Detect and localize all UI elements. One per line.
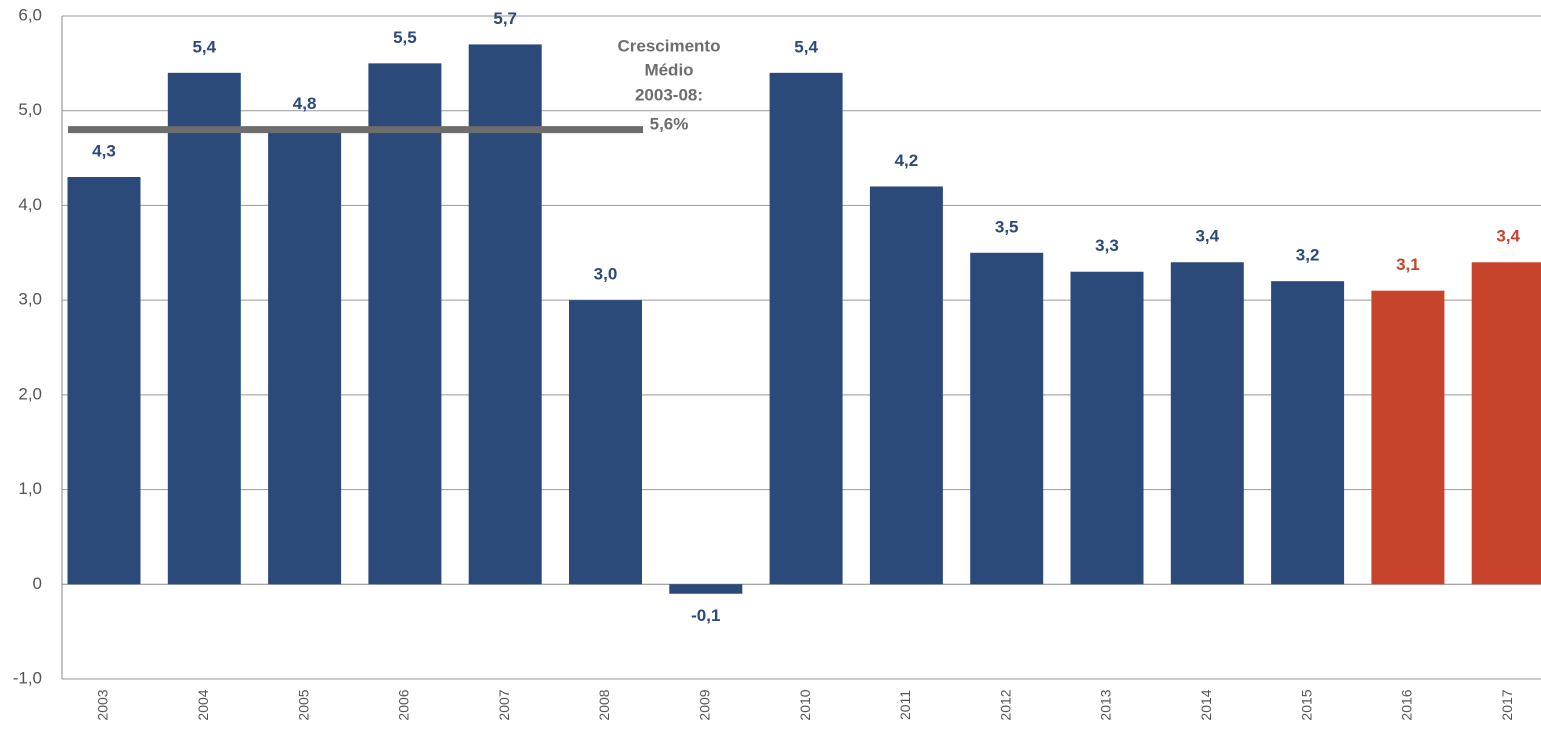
annotation: 2003-08: [635, 85, 703, 104]
x-tick-label: 2007 [496, 689, 512, 720]
bar [67, 177, 141, 585]
bar [1471, 262, 1541, 585]
bar [1371, 290, 1445, 585]
value-label: 3,4 [1496, 227, 1520, 246]
bar [268, 129, 342, 585]
x-tick-label: 2009 [697, 689, 713, 720]
value-label: -0,1 [691, 606, 720, 625]
x-tick-label: 2015 [1298, 689, 1314, 720]
y-tick-label: 4,0 [18, 195, 42, 214]
x-tick-label: 2005 [295, 689, 311, 720]
annotation: Crescimento [618, 36, 721, 55]
x-tick-label: 2017 [1499, 689, 1515, 720]
bar [368, 63, 442, 585]
bar [1271, 281, 1345, 585]
x-tick-label: 2010 [797, 689, 813, 720]
value-label: 3,1 [1396, 255, 1420, 274]
value-label: 4,8 [293, 94, 317, 113]
x-tick-label: 2003 [95, 689, 111, 720]
value-label: 4,3 [92, 141, 116, 160]
value-label: 3,0 [594, 265, 618, 284]
y-tick-label: 1,0 [18, 479, 42, 498]
x-tick-label: 2006 [396, 689, 412, 720]
value-label: 5,4 [192, 37, 216, 56]
value-label: 5,4 [794, 37, 818, 56]
bar [167, 72, 241, 585]
bar [1170, 262, 1244, 585]
y-tick-label: -1,0 [13, 668, 42, 687]
y-tick-label: 2,0 [18, 384, 42, 403]
annotation: 5,6% [650, 114, 689, 133]
x-tick-label: 2008 [596, 689, 612, 720]
value-label: 3,4 [1195, 227, 1219, 246]
y-tick-label: 6,0 [18, 5, 42, 24]
x-tick-label: 2004 [195, 689, 211, 720]
y-tick-label: 0 [33, 574, 42, 593]
x-tick-label: 2011 [897, 690, 913, 720]
value-label: 3,2 [1296, 246, 1320, 265]
y-tick-label: 3,0 [18, 290, 42, 309]
bar [1070, 271, 1144, 585]
x-tick-label: 2013 [1098, 689, 1114, 720]
bar [869, 186, 943, 585]
bar [970, 252, 1044, 585]
bar [468, 44, 542, 585]
value-label: 4,2 [895, 151, 919, 170]
x-tick-label: 2012 [997, 689, 1013, 720]
value-label: 3,5 [995, 217, 1019, 236]
value-label: 5,7 [493, 9, 517, 28]
x-tick-label: 2014 [1198, 689, 1214, 720]
bar [769, 72, 843, 585]
value-label: 3,3 [1095, 236, 1119, 255]
bar [569, 300, 642, 585]
value-label: 5,5 [393, 28, 417, 47]
annotation: Médio [644, 60, 693, 79]
y-tick-label: 5,0 [18, 100, 42, 119]
bar [669, 584, 743, 594]
x-tick-label: 2016 [1399, 689, 1415, 720]
